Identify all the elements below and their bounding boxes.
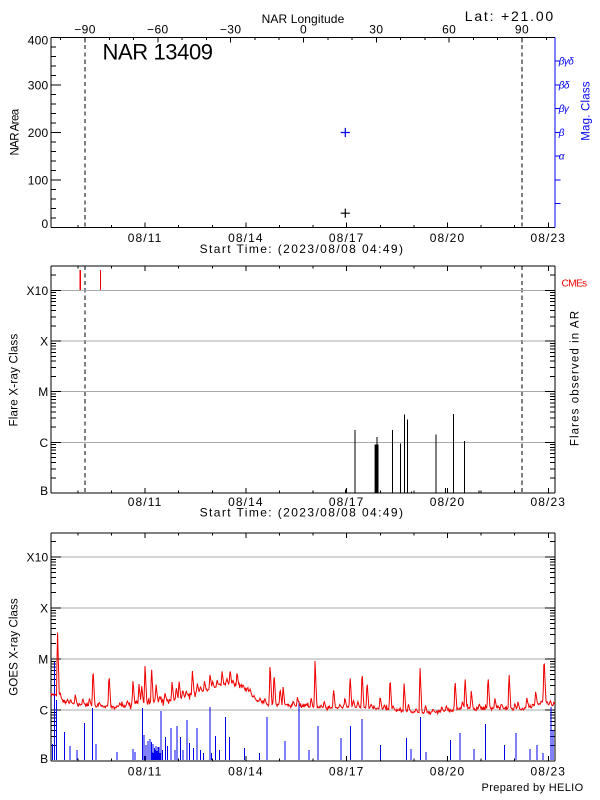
svg-text:X10: X10 (26, 284, 48, 298)
svg-text:Start Time: (2023/08/08 04:49): Start Time: (2023/08/08 04:49) (200, 506, 405, 520)
svg-text:βγδ: βγδ (558, 57, 575, 68)
svg-text:B: B (40, 752, 48, 766)
svg-text:Prepared by HELIO: Prepared by HELIO (482, 782, 584, 794)
svg-text:08/11: 08/11 (128, 765, 163, 779)
svg-text:08/14: 08/14 (228, 765, 264, 779)
svg-text:08/17: 08/17 (329, 765, 365, 779)
svg-text:NAR Longitude: NAR Longitude (262, 12, 345, 26)
svg-text:60: 60 (442, 22, 456, 36)
svg-text:08/20: 08/20 (430, 495, 466, 509)
svg-text:08/20: 08/20 (430, 231, 466, 245)
svg-text:CMEs: CMEs (562, 278, 588, 289)
svg-text:Flare X-ray Class: Flare X-ray Class (9, 333, 21, 426)
svg-text:βγ: βγ (558, 104, 570, 115)
svg-text:08/23: 08/23 (530, 231, 566, 245)
svg-text:90: 90 (515, 22, 529, 36)
svg-text:Mag. Class: Mag. Class (581, 81, 593, 141)
svg-text:βδ: βδ (558, 80, 570, 91)
svg-text:Lat: +21.00: Lat: +21.00 (465, 8, 555, 24)
svg-text:08/17: 08/17 (329, 495, 365, 509)
svg-text:−90: −90 (74, 22, 96, 36)
svg-text:Start Time: (2023/08/08 04:49): Start Time: (2023/08/08 04:49) (200, 242, 405, 256)
svg-text:−60: −60 (147, 22, 169, 36)
svg-text:−30: −30 (220, 22, 242, 36)
svg-text:400: 400 (28, 34, 49, 48)
svg-text:NAR 13409: NAR 13409 (103, 40, 213, 65)
svg-text:08/11: 08/11 (128, 495, 163, 509)
svg-text:X: X (40, 601, 48, 615)
svg-text:0: 0 (300, 22, 307, 36)
svg-text:08/14: 08/14 (228, 495, 264, 509)
svg-text:Flares observed in AR: Flares observed in AR (570, 310, 582, 446)
svg-text:β: β (558, 128, 565, 139)
svg-text:30: 30 (369, 22, 383, 36)
svg-text:08/11: 08/11 (128, 231, 163, 245)
svg-text:X10: X10 (26, 550, 48, 564)
svg-text:M: M (38, 652, 48, 666)
svg-text:NAR Area: NAR Area (10, 108, 22, 155)
svg-text:GOES X-ray Class: GOES X-ray Class (9, 598, 21, 696)
svg-text:08/23: 08/23 (530, 765, 566, 779)
svg-text:α: α (559, 152, 565, 163)
svg-text:B: B (40, 484, 48, 498)
svg-text:0: 0 (42, 217, 49, 231)
svg-text:08/23: 08/23 (530, 495, 566, 509)
svg-text:200: 200 (28, 126, 49, 140)
svg-text:C: C (40, 436, 49, 450)
svg-text:C: C (40, 703, 49, 717)
svg-text:300: 300 (28, 78, 49, 92)
svg-text:100: 100 (28, 173, 49, 187)
svg-text:X: X (40, 334, 48, 348)
svg-text:08/17: 08/17 (329, 231, 365, 245)
svg-text:M: M (38, 385, 48, 399)
svg-text:08/20: 08/20 (430, 765, 466, 779)
svg-text:08/14: 08/14 (228, 231, 264, 245)
